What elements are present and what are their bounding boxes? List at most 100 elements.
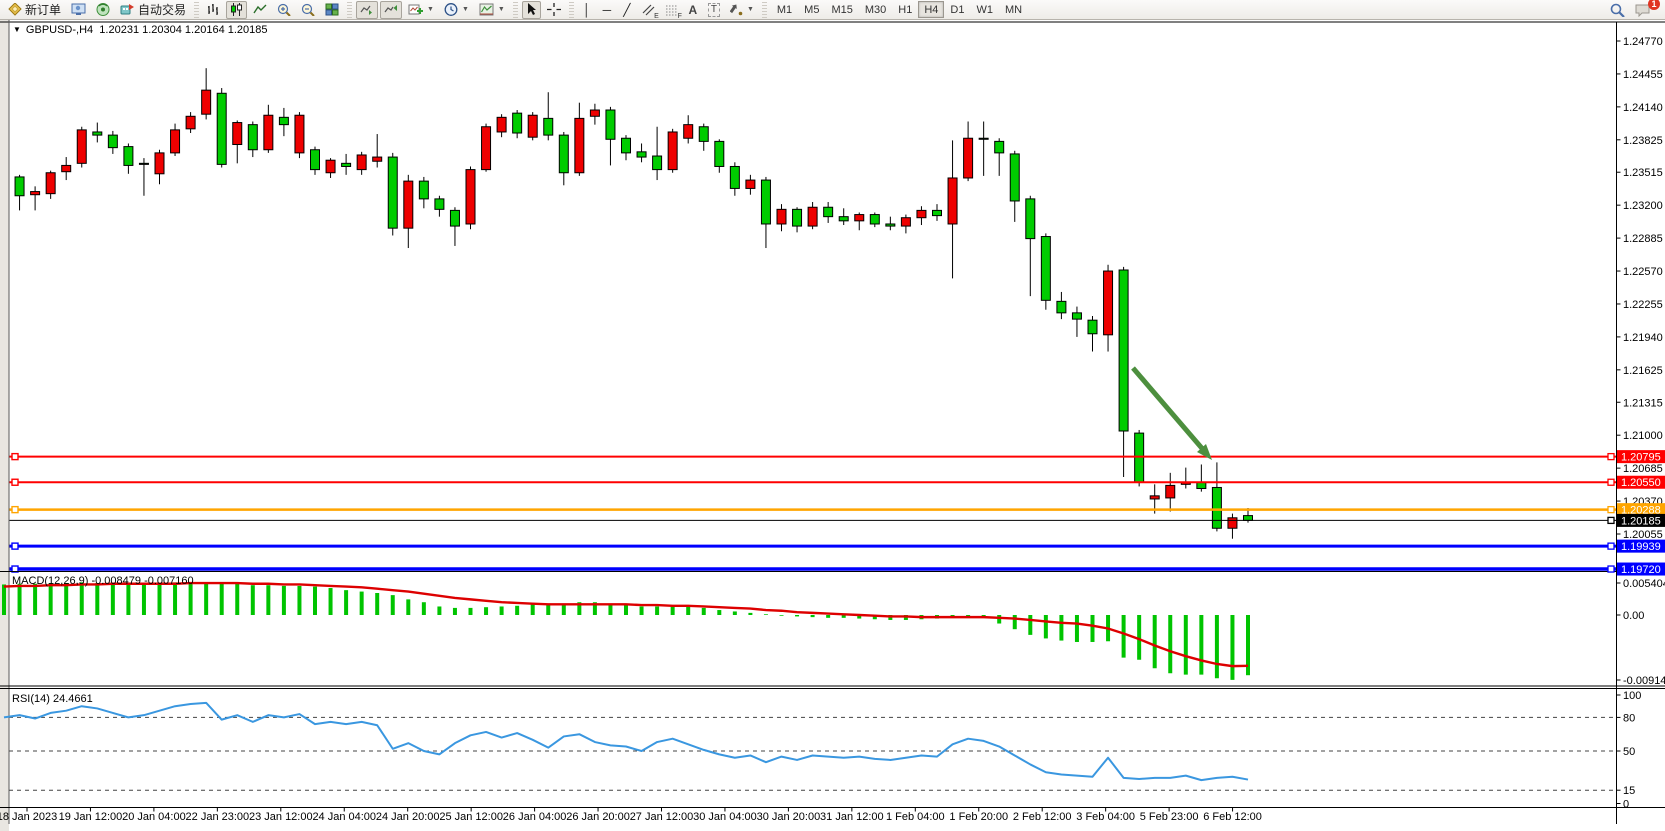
candlestick-chart-button[interactable] (226, 0, 248, 19)
dropdown-caret: ▼ (427, 6, 434, 13)
zoom-out-button[interactable] (297, 1, 319, 19)
time-axis-label: 26 Jan 20:00 (566, 811, 630, 823)
toolbar-grip (512, 1, 518, 18)
timeframe-m1-button[interactable]: M1 (776, 3, 793, 16)
crosshair-icon (546, 3, 561, 16)
price-axis-label: 1.21315 (1623, 397, 1663, 409)
price-chart[interactable]: 1.24770 1.24455 1.24140 1.23825 1.23515 1.232… (0, 20, 1665, 831)
new-order-button[interactable]: 新订单 (4, 1, 65, 19)
time-axis-label: 3 Feb 04:00 (1076, 811, 1135, 823)
price-badge-1.20185 (1617, 513, 1665, 527)
search-button[interactable] (1606, 1, 1629, 19)
horizontal-line-button[interactable]: ─ (598, 1, 616, 19)
time-axis-label: 23 Jan 12:00 (249, 811, 313, 823)
hline-anchor[interactable] (11, 505, 19, 514)
collapse-triangle-icon[interactable]: ▼ (13, 25, 21, 34)
price-axis-label: 1.23515 (1623, 167, 1663, 179)
vertical-line-button[interactable]: │ (578, 1, 596, 19)
arrows-button[interactable]: ▼ (726, 1, 758, 19)
arrow-annotation-head (1197, 444, 1212, 460)
price-badge-1.20288 (1617, 503, 1665, 517)
price-axis-label: 1.24140 (1623, 102, 1663, 114)
text-button[interactable]: A (684, 1, 702, 19)
price-axis-label: 1.22255 (1623, 299, 1663, 311)
hline-anchor[interactable] (11, 478, 19, 486)
chart-symbol-period: GBPUSD-,H4 (25, 24, 94, 36)
vertical-line-icon: │ (583, 2, 591, 17)
fibonacci-button[interactable]: F (661, 1, 682, 20)
timeframe-m15-button[interactable]: M15 (831, 3, 853, 16)
templates-button[interactable]: ▼ (475, 1, 509, 19)
signals-button[interactable] (92, 1, 114, 19)
notifications-button[interactable]: 1 (1631, 0, 1660, 19)
bar-chart-button[interactable] (203, 1, 224, 19)
price-axis-label: 1.23825 (1623, 135, 1663, 147)
time-axis-label: 25 Jan 12:00 (439, 811, 503, 823)
zoom-in-button[interactable] (273, 1, 295, 19)
rsi-axis-label: 50 (1623, 746, 1635, 758)
cursor-icon (527, 3, 536, 15)
crosshair-button[interactable] (543, 1, 565, 19)
autotrading-button[interactable]: 自动交易 (116, 1, 190, 19)
rsi-line (3, 701, 1249, 782)
timeframe-h1-button[interactable]: H1 (898, 3, 913, 16)
new-chart-button[interactable]: ▼ (404, 1, 438, 19)
price-badge-text: 1.20288 (1621, 505, 1661, 517)
price-badge-text: 1.20185 (1621, 515, 1661, 527)
chart-title[interactable]: ▼ GBPUSD-,H4 1.20231 1.20304 1.20164 1.20… (13, 24, 268, 36)
periods-button[interactable]: ▼ (440, 1, 473, 19)
price-badge-1.19939 (1617, 539, 1665, 553)
price-badge-text: 1.19939 (1621, 541, 1661, 553)
price-axis-label: 1.22570 (1623, 266, 1663, 278)
time-axis-label: 31 Jan 12:00 (820, 811, 884, 823)
time-axis-label: 20 Jan 04:00 (122, 811, 186, 823)
hline-anchor[interactable] (11, 452, 19, 461)
chart-shift-button[interactable] (380, 0, 403, 19)
hline-anchor[interactable] (11, 542, 19, 550)
main-toolbar: 新订单 自动交易 (0, 0, 1665, 20)
timeframe-d1-button[interactable]: D1 (950, 3, 965, 16)
time-axis-label: 2 Feb 12:00 (1013, 811, 1072, 823)
time-axis-label: 24 Jan 04:00 (312, 811, 376, 823)
terminal-window-button[interactable] (67, 1, 90, 19)
tile-windows-icon (325, 3, 339, 16)
trendline-button[interactable]: ╱ (618, 1, 636, 19)
tile-windows-button[interactable] (321, 1, 343, 19)
time-axis-label: 1 Feb 04:00 (886, 811, 945, 823)
arrow-annotation[interactable] (1131, 366, 1208, 455)
timeframe-w1-button[interactable]: W1 (976, 3, 993, 16)
new-order-label: 新订单 (25, 3, 62, 17)
price-axis-label: 1.20685 (1623, 463, 1663, 475)
macd-panel (2, 581, 1250, 680)
price-axis-label: 1.24770 (1623, 36, 1663, 48)
autotrading-label: 自动交易 (138, 3, 187, 17)
dropdown-caret: ▼ (461, 6, 469, 13)
equidistant-channel-button[interactable]: E (638, 1, 659, 20)
dropdown-caret: ▼ (746, 6, 754, 13)
rsi-panel (3, 701, 1617, 791)
autotrading-icon (120, 4, 135, 15)
timeframe-m5-button[interactable]: M5 (804, 3, 820, 16)
time-axis-label: 26 Jan 04:00 (503, 811, 567, 823)
hline-anchor[interactable] (11, 565, 19, 573)
line-chart-button[interactable] (249, 1, 271, 19)
chart-window[interactable]: 1.24770 1.24455 1.24140 1.23825 1.23515 1.232… (0, 20, 1665, 831)
time-axis-label: 1 Feb 20:00 (949, 811, 1008, 823)
timeframe-h4-button[interactable]: H4 (918, 1, 945, 18)
rsi-label: RSI(14) 24.4661 (12, 693, 93, 705)
timeframe-m30-button[interactable]: M30 (864, 3, 887, 16)
macd-axis-label: 0.00 (1623, 610, 1644, 622)
timeframe-mn-button[interactable]: MN (1004, 3, 1023, 16)
template-icon (479, 3, 494, 16)
price-axis-label: 1.21625 (1623, 365, 1663, 377)
cursor-button[interactable] (521, 0, 541, 19)
text-label-button[interactable]: T (704, 1, 724, 19)
price-axis-label: 1.21000 (1623, 430, 1663, 442)
price-badge-text: 1.20795 (1621, 452, 1661, 464)
signals-icon (96, 3, 110, 16)
toolbar-grip (194, 1, 200, 18)
price-axis-label: 1.21940 (1623, 332, 1663, 344)
price-axis-label: 1.20055 (1623, 529, 1663, 541)
zoom-out-icon (301, 3, 315, 16)
auto-scroll-button[interactable] (356, 0, 379, 19)
